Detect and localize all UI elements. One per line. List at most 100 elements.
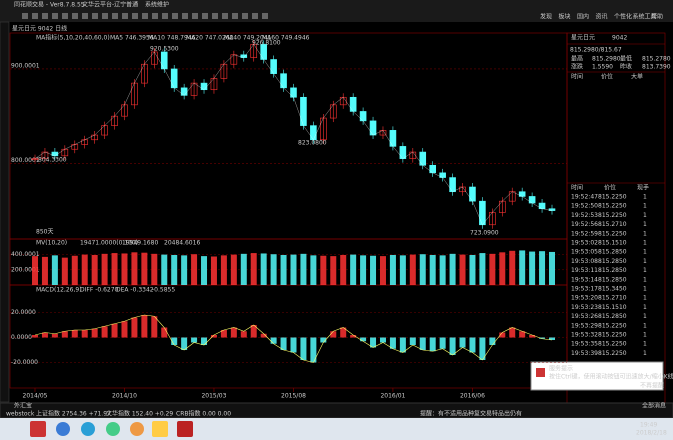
macd-bar <box>121 321 128 338</box>
y-tick-label: 20.0000 <box>11 309 36 316</box>
candle <box>349 96 357 112</box>
candle <box>300 96 307 126</box>
volume-value: 19471.0000(0.100) <box>80 240 138 247</box>
window-tab[interactable]: 系统维护 <box>145 1 169 9</box>
app-icon[interactable] <box>130 422 144 436</box>
tick-time: 19:52:59 <box>571 230 598 237</box>
tick-volume: 1 <box>643 212 647 219</box>
volume-bar <box>459 254 466 285</box>
taskbar-icons[interactable] <box>30 421 193 437</box>
macd-bar <box>310 337 317 363</box>
tick-volume: 1 <box>643 341 647 348</box>
macd-bar <box>469 337 476 353</box>
tick-time: 19:53:02 <box>571 240 598 247</box>
tick-volume: 1 <box>643 295 647 302</box>
ma-value: MA40 749.2041 <box>224 35 272 42</box>
menu-item[interactable]: 系统工具 <box>633 13 657 21</box>
chart-header: 星元日元 9042 日线 <box>12 25 67 33</box>
macd-value: DEA -0.3342 <box>116 287 154 294</box>
price-annotation: 920.5300 <box>150 46 179 53</box>
volume-bar <box>519 250 526 285</box>
candle <box>200 82 208 91</box>
tick-time: 19:53:29 <box>571 322 598 329</box>
tick-volume: 1 <box>643 267 647 274</box>
app-icon[interactable] <box>152 421 168 437</box>
macd-bar <box>419 337 426 350</box>
tick-time: 19:52:50 <box>571 203 598 210</box>
macd-bar <box>429 337 436 352</box>
tick-price: 815.2710 <box>598 221 627 228</box>
macd-bar <box>379 337 386 343</box>
app-icon[interactable] <box>56 422 70 436</box>
volume-bar <box>111 253 118 285</box>
tick-time: 19:52:47 <box>571 194 598 201</box>
menu-item[interactable]: 发现 <box>540 13 552 21</box>
app-icon[interactable] <box>106 422 120 436</box>
candle <box>270 59 277 74</box>
tick-time: 19:53:20 <box>571 295 598 302</box>
volume-bar <box>131 252 138 285</box>
macd-bar <box>300 337 307 360</box>
tick-price: 815.2250 <box>598 332 627 339</box>
volume-value: 20484.6016 <box>164 240 200 247</box>
menu-item[interactable]: 国内 <box>577 13 589 21</box>
tick-price: 815.2250 <box>598 230 627 237</box>
candle <box>389 130 397 147</box>
tick-price: 815.3450 <box>598 286 627 293</box>
menu-item[interactable]: 个性化 <box>614 13 632 21</box>
app-icon[interactable] <box>30 421 46 437</box>
volume-bar <box>161 254 168 285</box>
close-line <box>34 43 553 226</box>
quote-label: 最低 <box>620 55 632 63</box>
menu-item[interactable]: 板块 <box>559 13 571 21</box>
menu-item[interactable]: 帮助 <box>651 13 663 21</box>
window-tab[interactable]: 文华云平台-辽宁普通 <box>82 1 138 9</box>
tick-volume: 1 <box>643 203 647 210</box>
status-tab[interactable]: 外汇宝 <box>14 402 32 410</box>
quote-name: 星元日元 <box>571 35 595 42</box>
volume-bar <box>290 254 297 285</box>
tick-volume: 1 <box>643 313 647 320</box>
tick-time: 19:53:08 <box>571 258 598 265</box>
tick-time: 19:53:14 <box>571 276 598 283</box>
app-icon[interactable] <box>177 421 193 437</box>
volume-bar <box>479 253 486 285</box>
notice-dismiss[interactable]: 不再提醒 <box>640 382 664 390</box>
tick-time: 19:53:17 <box>571 286 598 293</box>
macd-bar <box>171 337 178 345</box>
volume-bar <box>370 255 377 285</box>
volume-bar <box>101 253 108 285</box>
volume-bar <box>489 253 496 285</box>
menu-bar <box>0 0 673 22</box>
candle <box>170 68 178 89</box>
macd-bar <box>141 315 148 338</box>
tick-price: 815.2850 <box>598 267 627 274</box>
status-link[interactable]: 全部消息 <box>642 402 666 410</box>
tick-volume: 1 <box>643 258 647 265</box>
macd-bar <box>549 337 555 340</box>
macd-bar <box>340 327 347 338</box>
notice-icon <box>536 368 545 377</box>
macd-bar <box>111 323 118 338</box>
x-tick-label: 2016/06 <box>460 393 485 400</box>
volume-bar <box>41 256 48 285</box>
tick-price: 815.2250 <box>598 194 627 201</box>
quote-value: 813.7390 <box>642 64 671 71</box>
taskbar <box>0 418 673 440</box>
tick-volume: 1 <box>643 221 647 228</box>
index-quote: 上证指数 2754.36 +71.97 <box>36 410 111 418</box>
tick-time: 19:53:11 <box>571 267 598 274</box>
app-icon[interactable] <box>81 422 95 436</box>
column-header: 时间 <box>571 73 583 81</box>
volume-bar <box>141 252 148 285</box>
macd-bar <box>250 325 257 338</box>
tick-price: 815.1510 <box>598 240 627 247</box>
volume-bar <box>191 254 198 285</box>
volume-bar <box>51 255 58 285</box>
macd-bar <box>479 337 486 360</box>
volume-bar <box>509 250 516 285</box>
volume-value: 19949.1680 <box>122 240 158 247</box>
candle <box>160 51 168 70</box>
menu-item[interactable]: 资讯 <box>596 13 608 21</box>
